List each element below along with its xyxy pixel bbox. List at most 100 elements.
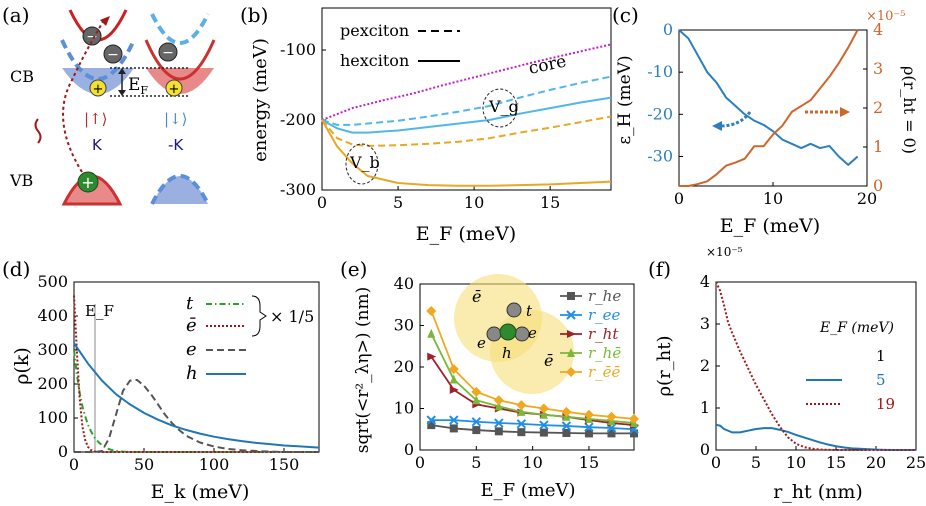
y-tick-label-0: 0 (404, 440, 414, 459)
marker-e-0-5 (539, 428, 548, 437)
inset-label-e1: e (528, 324, 537, 342)
marker-e-4-7 (583, 409, 594, 420)
x-axis-title: E_F (meV) (720, 215, 820, 237)
svg-text:+: + (169, 82, 180, 97)
marker-e-4-2 (471, 386, 482, 397)
y-tick-label-0: 0 (663, 20, 673, 39)
x-tick-label-1: 5 (751, 453, 761, 472)
legend-hexciton: hexciton (340, 51, 409, 70)
inset-label-ebar1: ē (472, 287, 481, 306)
legend-brace (251, 295, 267, 337)
y-tick-label-3: 3 (700, 314, 710, 333)
legend-label-2: e (186, 339, 197, 360)
plot-frame (321, 7, 612, 191)
panel-label-c: (c) (612, 3, 639, 27)
excitation-arrow (62, 19, 105, 173)
k-valley-label: K (92, 136, 103, 154)
arrow-left-guide (719, 111, 752, 128)
legend-marker-2 (567, 330, 576, 338)
marker-e-2-1 (449, 385, 459, 394)
y-tick-label-4: 400 (37, 306, 68, 325)
x-tick-label-0: 0 (674, 189, 684, 208)
x-tick-label-1: 50 (134, 455, 154, 474)
vb-label: VB (9, 171, 33, 190)
series-b-3 (321, 115, 612, 147)
multiplier: ×10⁻⁵ (706, 245, 743, 259)
x-tick-label-3: 15 (826, 453, 846, 472)
series-c-0 (678, 29, 859, 166)
marker-e-0-8 (607, 429, 616, 438)
mk-cb-upper-band (150, 13, 210, 45)
y-tick-label-1: -10 (647, 62, 673, 81)
y-tick-label-4: 40 (394, 274, 414, 293)
right-tick-label-0: 0 (873, 176, 883, 195)
marker-e-0-4 (517, 428, 526, 437)
y-axis-title: ρ(k) (11, 347, 33, 385)
annotation-core: core (527, 51, 568, 78)
marker-e-4-9 (629, 413, 639, 424)
marker-e-1-4 (516, 419, 527, 429)
inset-label-ebar2: ē (544, 351, 553, 370)
legend-marker-1 (566, 310, 576, 320)
y-axis-title-right: ρ(r_ht = 0) (900, 66, 919, 154)
series-d-2 (74, 378, 319, 453)
svg-text:−: − (162, 45, 174, 61)
panel-label-f: (f) (648, 257, 671, 281)
y-tick-label-2: 20 (394, 357, 414, 376)
series-e-3 (430, 333, 635, 424)
marker-e-1-2 (471, 417, 482, 427)
mk-vb-band (150, 174, 210, 205)
series-e-1 (431, 419, 635, 431)
x-tick-label-5: 25 (906, 453, 926, 472)
y-tick-label-3: 300 (37, 340, 68, 359)
x-axis-title: E_F (meV) (480, 480, 575, 501)
right-tick-label-3: 3 (873, 59, 883, 78)
photon-wave (34, 118, 42, 144)
k-cb-lower-band (60, 39, 136, 81)
cb-hole-left (89, 79, 107, 97)
marker-e-4-8 (606, 411, 617, 422)
panel-label-a: (a) (2, 3, 30, 27)
vb-hole (77, 171, 99, 193)
marker-e-3-4 (517, 406, 526, 416)
legend-label-3: h (186, 363, 198, 384)
x-tick-label-3: 15 (579, 453, 599, 472)
y-tick-label-0: -300 (280, 180, 316, 199)
marker-e-4-6 (561, 406, 572, 417)
excitation-arrow-head (100, 16, 110, 26)
marker-e-0-1 (449, 424, 458, 433)
annotation-vg: V_g (488, 97, 519, 116)
series-b-1 (321, 75, 612, 126)
x-axis-title: E_F (meV) (416, 223, 516, 245)
chart-b-energy: 0 5 10 15 -300 -200 -100 energy (meV) E_F (meV) p… (250, 7, 612, 245)
legend-label-1: r_ee (588, 306, 621, 324)
inset-label-t: t (526, 302, 533, 320)
x-tick-label-4: 20 (866, 453, 886, 472)
y-tick-label-5: 500 (37, 272, 68, 291)
electron-mid (103, 44, 123, 64)
right-tick-label-1: 1 (873, 137, 883, 156)
y-tick-label-0: 0 (58, 442, 68, 461)
inset-particle-e1 (486, 326, 502, 342)
y-axis-title: ρ(r_ht) (654, 335, 675, 396)
mk-cb-fill (146, 68, 214, 94)
plot-frame (678, 29, 868, 187)
x-tick-label-1: 5 (393, 193, 403, 212)
y-axis-title: energy (meV) (250, 38, 271, 162)
x-tick-label-1: 5 (471, 453, 481, 472)
y-tick-label-2: -20 (647, 104, 673, 123)
inset-label-e2: e (477, 334, 486, 352)
arrow-left-head (712, 121, 722, 131)
mk-valley-label: -K (168, 136, 184, 154)
marker-e-2-0 (427, 352, 437, 361)
marker-e-4-0 (426, 305, 437, 316)
legend-title: E_F (meV) (819, 320, 894, 336)
y-axis-title: sqrt(<r²_λη>) (nm) (353, 287, 373, 453)
series-c-1 (679, 29, 859, 187)
vb-ring (345, 143, 379, 185)
marker-e-3-5 (539, 409, 548, 419)
marker-e-1-6 (561, 421, 572, 431)
svg-text:+: + (93, 82, 104, 97)
